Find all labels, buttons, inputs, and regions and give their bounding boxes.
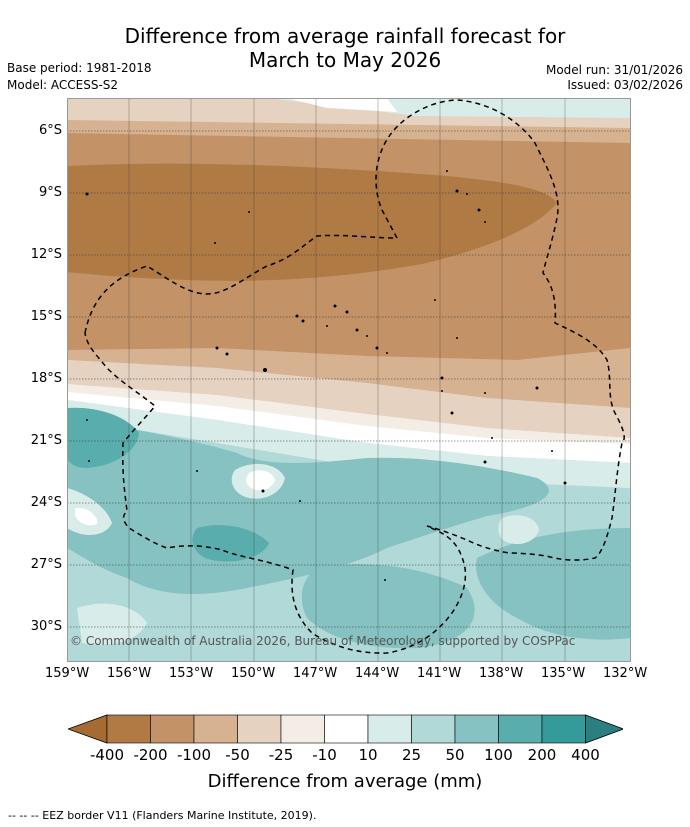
lon-label: 150°W [231,666,276,681]
colorbar-label: 200 [527,746,557,764]
colorbar-label: -200 [133,746,168,764]
colorbar-label: -100 [176,746,212,764]
colorbar-label: -25 [268,746,294,764]
colorbar-label: -10 [312,746,337,764]
colorbar-extend-low [68,714,108,744]
colorbar-cell [541,714,586,744]
region-plus50-east [476,528,630,640]
lon-label: 153°W [169,666,214,681]
colorbar-cell [498,714,543,744]
patch-white-1 [246,470,275,491]
colorbar-label: 50 [445,746,465,764]
colorbar-label: 400 [571,746,600,764]
eez-border [84,99,625,654]
colorbar-label: 25 [401,746,422,764]
lat-label: 21°S [30,433,62,448]
lat-label: 27°S [30,557,62,572]
lat-label: 18°S [30,371,62,386]
colorbar-label: 100 [484,746,513,764]
latitude-gridlines [67,130,630,628]
colorbar-cell [193,714,238,744]
colorbar-cell [150,714,195,744]
lon-label: 135°W [541,666,586,681]
colorbar-label: -50 [225,746,250,764]
issued-date: Issued: 03/02/2026 [567,78,683,92]
colorbar-cell [411,714,456,744]
longitude-gridlines [128,98,566,661]
colorbar-cell [324,714,369,744]
band-neutral [67,392,630,463]
band-plus10 [67,400,630,488]
lon-label: 144°W [355,666,400,681]
lat-label: 24°S [30,495,62,510]
lon-label: 141°W [417,666,462,681]
eez-footnote: -- -- -- EEZ border V11 (Flanders Marine… [8,809,317,822]
region-plus50-west [67,418,549,594]
colorbar [68,714,623,744]
lat-label: 6°S [38,123,62,138]
patch-plus100-west [67,407,139,468]
lat-label: 12°S [30,247,62,262]
colorbar-cell [367,714,412,744]
map-frame [67,98,631,662]
lat-label: 15°S [30,309,62,324]
model-name: Model: ACCESS-S2 [7,78,119,92]
map-svg [67,98,630,661]
patch-white-2 [75,507,98,526]
colorbar-title: Difference from average (mm) [207,771,483,792]
lat-label: 30°S [30,619,62,634]
patch-light-4 [77,603,147,645]
band-minus10 [67,384,630,446]
islands [85,170,567,581]
lon-label: 132°W [603,666,648,681]
band-top-white [287,98,397,112]
lat-label: 9°S [38,185,62,200]
title-line-2: March to May 2026 [248,48,442,72]
model-run: Model run: 31/01/2026 [545,63,683,77]
copyright-notice: © Commonwealth of Australia 2026, Bureau… [70,634,576,648]
rainfall-map: © Commonwealth of Australia 2026, Bureau… [67,98,630,661]
colorbar-cell [106,714,151,744]
title-line-1: Difference from average rainfall forecas… [124,24,566,48]
colorbar-label: 10 [358,746,378,764]
colorbar-extend-high [585,714,623,744]
band-minus25 [67,360,630,443]
lon-label: 138°W [479,666,524,681]
lon-label: 156°W [107,666,152,681]
colorbar-cell [237,714,282,744]
patch-plus100-south [192,525,269,562]
lon-label: 159°W [45,666,90,681]
colorbar-cell [454,714,499,744]
colorbar-cell [280,714,325,744]
lon-label: 147°W [293,666,338,681]
patch-light-3 [498,515,539,545]
base-period: Base period: 1981-2018 [7,61,152,75]
colorbar-label: -400 [89,746,125,764]
